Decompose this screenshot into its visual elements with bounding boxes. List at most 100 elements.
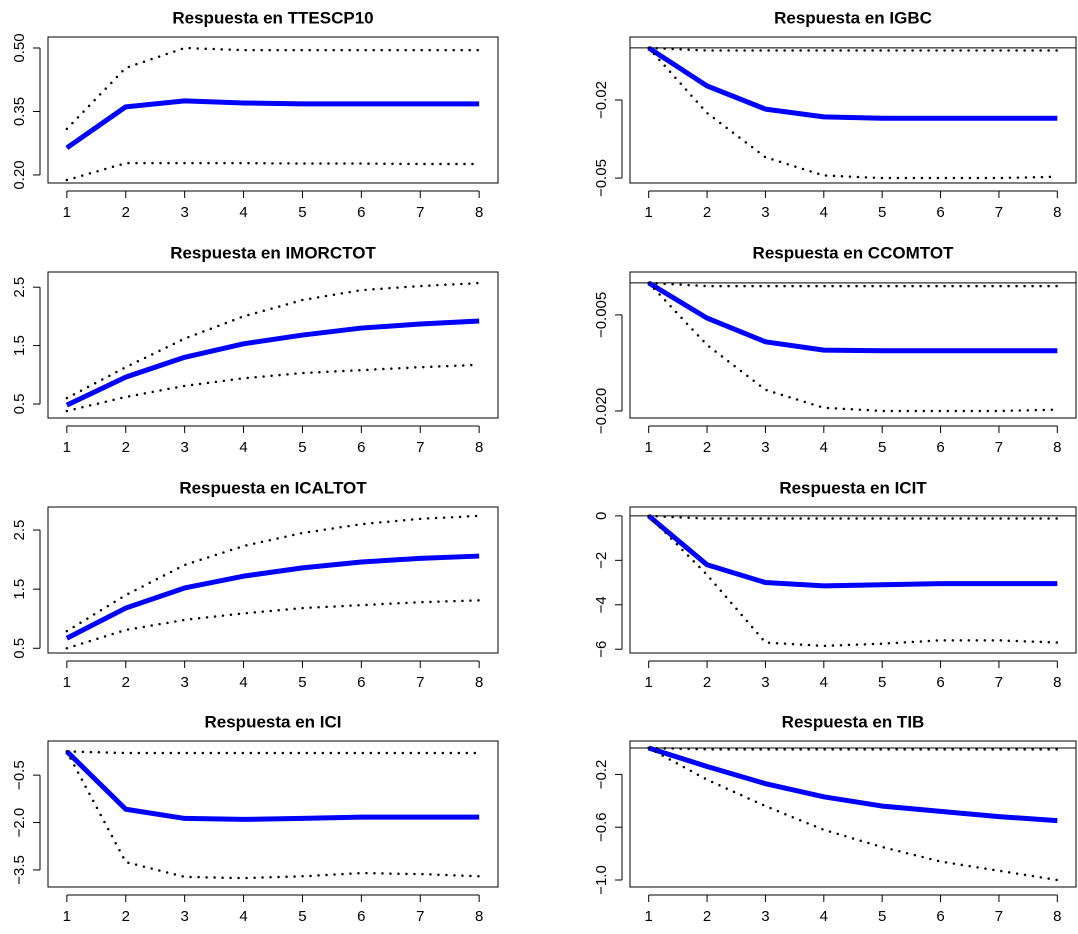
panel-title: Respuesta en TIB	[782, 712, 925, 731]
panel: Respuesta en IMORCTOT 1 2 3 4 5 6 7 8 0.5 1.5 2.5	[11, 243, 499, 456]
panel: Respuesta en ICALTOT 1 2 3 4 5 6 7 8 0.5 1.5 2.5	[11, 478, 499, 691]
x-tick-label: 1	[645, 674, 653, 691]
y-tick-label: −2.0	[11, 808, 28, 838]
response-line	[65, 98, 480, 150]
x-tick-label: 2	[703, 204, 711, 221]
y-tick-label: −0.6	[593, 812, 610, 842]
y-tick-label: −0.2	[593, 760, 610, 790]
x-tick-label: 4	[239, 908, 247, 925]
x-tick-label: 7	[416, 908, 424, 925]
band-line	[647, 746, 1059, 882]
x-tick-label: 5	[878, 204, 886, 221]
plot-frame	[629, 36, 1077, 184]
y-tick-label: −0.005	[593, 292, 610, 338]
x-tick-label: 4	[820, 674, 828, 691]
x-tick-label: 8	[1053, 439, 1061, 456]
x-tick-label: 8	[475, 674, 483, 691]
y-tick-label: 0	[593, 512, 610, 520]
x-tick-label: 5	[878, 439, 886, 456]
x-tick-label: 7	[995, 908, 1003, 925]
x-tick-label: 3	[180, 674, 188, 691]
panel-title: Respuesta en ICIT	[779, 478, 927, 497]
x-tick-label: 5	[878, 674, 886, 691]
x-tick-label: 3	[180, 439, 188, 456]
band-line	[65, 750, 481, 880]
plot-frame	[47, 506, 499, 654]
x-tick-label: 3	[761, 439, 769, 456]
x-tick-label: 2	[703, 908, 711, 925]
panel-title: Respuesta en ICI	[205, 712, 342, 731]
x-tick-label: 7	[416, 674, 424, 691]
y-tick-label: 1.5	[11, 579, 28, 600]
x-tick-label: 1	[645, 204, 653, 221]
y-tick-label: 0.20	[11, 160, 28, 189]
x-tick-label: 4	[820, 439, 828, 456]
panel-title: Respuesta en IGBC	[774, 8, 932, 27]
x-tick-label: 4	[820, 908, 828, 925]
plot-frame	[629, 271, 1077, 419]
x-tick-label: 3	[761, 674, 769, 691]
x-tick-label: 7	[995, 204, 1003, 221]
x-tick-label: 3	[180, 204, 188, 221]
x-tick-label: 7	[995, 439, 1003, 456]
panel-title: Respuesta en ICALTOT	[179, 478, 367, 497]
plot-frame	[629, 740, 1077, 888]
x-tick-label: 6	[936, 204, 944, 221]
x-tick-label: 6	[357, 908, 365, 925]
x-tick-label: 1	[63, 204, 71, 221]
x-tick-label: 7	[416, 439, 424, 456]
plot-frame	[47, 36, 499, 184]
panel-title: Respuesta en TTESCP10	[172, 8, 373, 27]
x-tick-label: 8	[1053, 674, 1061, 691]
x-tick-label: 4	[239, 204, 247, 221]
band-line	[647, 46, 1059, 180]
x-tick-label: 7	[995, 674, 1003, 691]
panel: Respuesta en ICI 1 2 3 4 5 6 7 8 −3.5 −2.0 −0.5	[11, 712, 499, 925]
x-tick-label: 7	[416, 204, 424, 221]
x-tick-label: 8	[1053, 908, 1061, 925]
panel: Respuesta en TIB 1 2 3 4 5 6 7 8 −1.0 −0.6 −0.2	[593, 712, 1077, 925]
x-tick-label: 2	[122, 439, 130, 456]
x-tick-label: 4	[239, 674, 247, 691]
x-tick-label: 1	[63, 674, 71, 691]
panel: Respuesta en ICIT 1 2 3 4 5 6 7 8 −6 −4 −2 0	[593, 478, 1077, 691]
x-tick-label: 6	[357, 439, 365, 456]
panel: Respuesta en TTESCP10 1 2 3 4 5 6 7 8 0.20 0.35 0.5…	[11, 8, 499, 221]
x-tick-label: 8	[1053, 204, 1061, 221]
x-tick-label: 2	[122, 674, 130, 691]
panel: Respuesta en IGBC 1 2 3 4 5 6 7 8 −0.05 −0.02	[593, 8, 1077, 221]
y-tick-label: 2.5	[11, 520, 28, 541]
band-line	[65, 514, 481, 633]
response-line	[647, 745, 1058, 824]
x-tick-label: 6	[936, 908, 944, 925]
x-tick-label: 5	[878, 908, 886, 925]
y-tick-label: 0.35	[11, 97, 28, 126]
response-line	[647, 513, 1058, 589]
x-tick-label: 1	[645, 439, 653, 456]
y-tick-label: −0.02	[593, 81, 610, 119]
band-line	[65, 363, 481, 413]
y-tick-label: 0.5	[11, 638, 28, 659]
x-tick-label: 3	[180, 908, 188, 925]
y-tick-label: −0.020	[593, 388, 610, 434]
plot-frame	[629, 506, 1077, 654]
band-line	[65, 161, 481, 182]
y-tick-label: 0.5	[11, 394, 28, 415]
response-line	[647, 45, 1058, 121]
x-tick-label: 1	[63, 439, 71, 456]
response-line	[65, 749, 480, 822]
x-tick-label: 6	[357, 674, 365, 691]
y-tick-label: 2.5	[11, 277, 28, 298]
x-tick-label: 8	[475, 439, 483, 456]
band-line	[65, 750, 481, 755]
x-tick-label: 2	[703, 439, 711, 456]
x-tick-label: 5	[298, 439, 306, 456]
panel-title: Respuesta en CCOMTOT	[753, 243, 955, 262]
response-line	[65, 553, 480, 641]
x-tick-label: 2	[122, 204, 130, 221]
x-tick-label: 2	[703, 674, 711, 691]
panel: Respuesta en CCOMTOT 1 2 3 4 5 6 7 8 −0.020 −0.005	[593, 243, 1077, 456]
x-tick-label: 3	[761, 908, 769, 925]
